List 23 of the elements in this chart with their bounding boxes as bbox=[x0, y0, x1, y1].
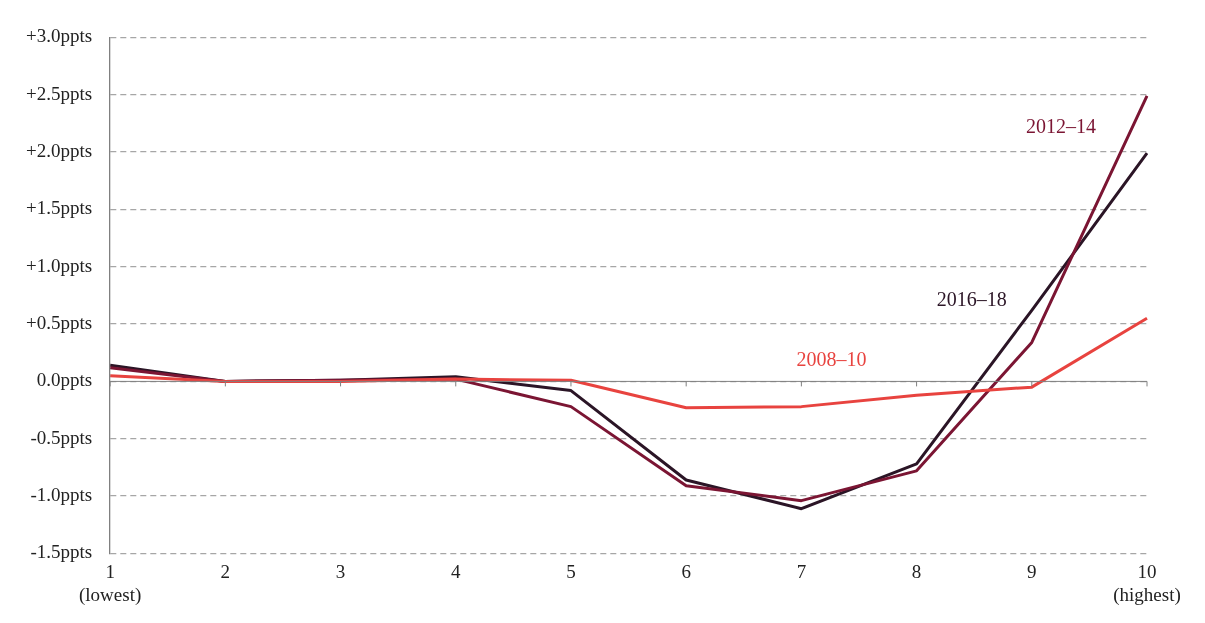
y-tick-label: +0.5ppts bbox=[26, 312, 93, 334]
y-tick-label: 0.0ppts bbox=[36, 369, 93, 391]
x-tick-label: 4 bbox=[451, 560, 462, 582]
y-tick-label: +1.0ppts bbox=[26, 254, 93, 276]
x-tick-label: 8 bbox=[911, 560, 922, 582]
y-tick-label: +2.0ppts bbox=[26, 140, 93, 162]
x-tick-label: 10 (highest) bbox=[1113, 560, 1181, 606]
y-tick-label: +2.5ppts bbox=[26, 82, 93, 104]
x-tick-label: 9 bbox=[1027, 560, 1037, 582]
y-tick-label: -1.5ppts bbox=[30, 541, 93, 563]
y-tick-label: -1.0ppts bbox=[30, 484, 93, 506]
x-tick-label: 2 bbox=[220, 560, 231, 582]
y-tick-label: +1.5ppts bbox=[26, 197, 93, 219]
x-tick-label: 1 (lowest) bbox=[79, 560, 142, 606]
x-tick-label: 5 bbox=[566, 560, 576, 582]
y-tick-label: -0.5ppts bbox=[30, 426, 93, 448]
series-label: 2016–18 bbox=[936, 287, 1007, 310]
x-tick-label: 6 bbox=[681, 560, 691, 582]
x-tick-label: 3 bbox=[335, 560, 346, 582]
series-label: 2012–14 bbox=[1026, 115, 1096, 138]
x-tick-label: 7 bbox=[796, 560, 807, 582]
y-tick-label: +3.0ppts bbox=[26, 25, 93, 47]
series-label: 2008–10 bbox=[796, 347, 867, 370]
